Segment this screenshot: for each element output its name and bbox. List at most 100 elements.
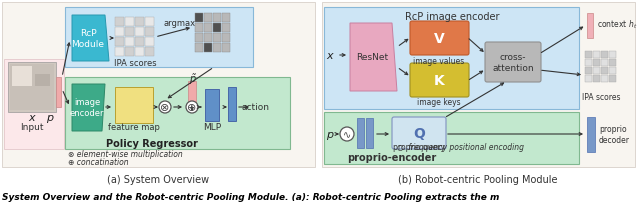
Bar (10, 65, 54, 110)
Text: x: x (326, 51, 333, 61)
Bar (585, 76, 592, 83)
Bar (195, 44, 203, 53)
Bar (585, 60, 592, 67)
Bar (115, 48, 124, 57)
Bar (609, 68, 616, 75)
Bar (2, 3, 315, 167)
Bar (213, 24, 221, 33)
Text: p̃: p̃ (189, 73, 195, 84)
Text: RcP image encoder: RcP image encoder (404, 12, 499, 22)
Text: Policy Regressor: Policy Regressor (106, 138, 198, 148)
Bar (135, 48, 144, 57)
Bar (587, 14, 593, 39)
Text: RcP
Module: RcP Module (72, 29, 104, 49)
Text: ⊕: ⊕ (188, 102, 196, 112)
Text: context $h_t$: context $h_t$ (597, 19, 637, 31)
Bar (145, 28, 154, 37)
Bar (609, 76, 616, 83)
Bar (609, 60, 616, 67)
Bar (125, 28, 134, 37)
Bar (125, 38, 134, 47)
Text: proprio
decoder: proprio decoder (599, 125, 630, 144)
Text: p: p (47, 112, 54, 122)
Text: p: p (326, 129, 333, 139)
Polygon shape (350, 24, 397, 92)
Text: K: K (434, 74, 444, 88)
Text: MLP: MLP (203, 123, 221, 132)
Bar (204, 34, 212, 43)
FancyBboxPatch shape (485, 43, 541, 83)
Text: image
encoder: image encoder (70, 98, 104, 117)
Polygon shape (72, 16, 109, 62)
Bar (322, 3, 635, 167)
Bar (145, 18, 154, 27)
Bar (593, 60, 600, 67)
Bar (204, 14, 212, 23)
Text: action: action (241, 103, 269, 112)
Bar (135, 28, 144, 37)
Circle shape (340, 127, 354, 141)
Bar (8, 63, 56, 112)
Bar (601, 60, 608, 67)
Text: ○  frequency positional encoding: ○ frequency positional encoding (397, 143, 524, 152)
Text: ResNet: ResNet (356, 53, 388, 62)
Text: ∿: ∿ (343, 129, 351, 139)
Bar (366, 118, 373, 148)
Bar (593, 52, 600, 59)
Bar (587, 118, 595, 152)
Bar (125, 18, 134, 27)
Bar (195, 34, 203, 43)
Text: image values: image values (413, 57, 465, 66)
Bar (222, 34, 230, 43)
Bar (222, 24, 230, 33)
Bar (65, 78, 290, 149)
Bar (65, 8, 253, 68)
Bar (125, 48, 134, 57)
FancyBboxPatch shape (410, 64, 469, 98)
Bar (135, 38, 144, 47)
Bar (213, 34, 221, 43)
Text: ⊗: ⊗ (160, 102, 170, 112)
Bar (324, 112, 579, 164)
Bar (222, 44, 230, 53)
Text: (b) Robot-centric Pooling Module: (b) Robot-centric Pooling Module (398, 174, 557, 184)
Bar (593, 76, 600, 83)
Circle shape (159, 102, 171, 113)
Bar (222, 14, 230, 23)
Bar (213, 14, 221, 23)
Bar (205, 90, 219, 121)
Bar (601, 68, 608, 75)
Bar (135, 18, 144, 27)
Bar (593, 68, 600, 75)
Bar (145, 38, 154, 47)
Bar (145, 48, 154, 57)
Bar (204, 24, 212, 33)
FancyBboxPatch shape (410, 22, 469, 56)
Text: proprio-encoder: proprio-encoder (348, 152, 436, 162)
Text: System Overview and the Robot-centric Pooling Module. (a): Robot-centric Pooling: System Overview and the Robot-centric Po… (2, 193, 499, 202)
Bar (115, 18, 124, 27)
Bar (601, 76, 608, 83)
Bar (609, 52, 616, 59)
Text: IPA scores: IPA scores (582, 93, 620, 102)
Bar (601, 52, 608, 59)
Bar (204, 44, 212, 53)
Bar (195, 14, 203, 23)
Bar (195, 24, 203, 33)
Text: x: x (29, 112, 35, 122)
Bar (228, 88, 236, 121)
Text: IPA scores: IPA scores (114, 59, 156, 68)
Bar (213, 44, 221, 53)
Text: feature map: feature map (108, 123, 160, 132)
Bar (585, 68, 592, 75)
Text: ⊗ element-wise multiplication: ⊗ element-wise multiplication (68, 150, 183, 159)
Text: cross-
attention: cross- attention (492, 53, 534, 72)
Text: (a) System Overview: (a) System Overview (107, 174, 209, 184)
Circle shape (186, 102, 198, 113)
Text: Q: Q (413, 126, 425, 140)
Bar (12, 67, 32, 86)
FancyBboxPatch shape (392, 118, 446, 149)
Bar (56, 78, 61, 108)
Text: image keys: image keys (417, 98, 461, 107)
Polygon shape (72, 85, 105, 131)
